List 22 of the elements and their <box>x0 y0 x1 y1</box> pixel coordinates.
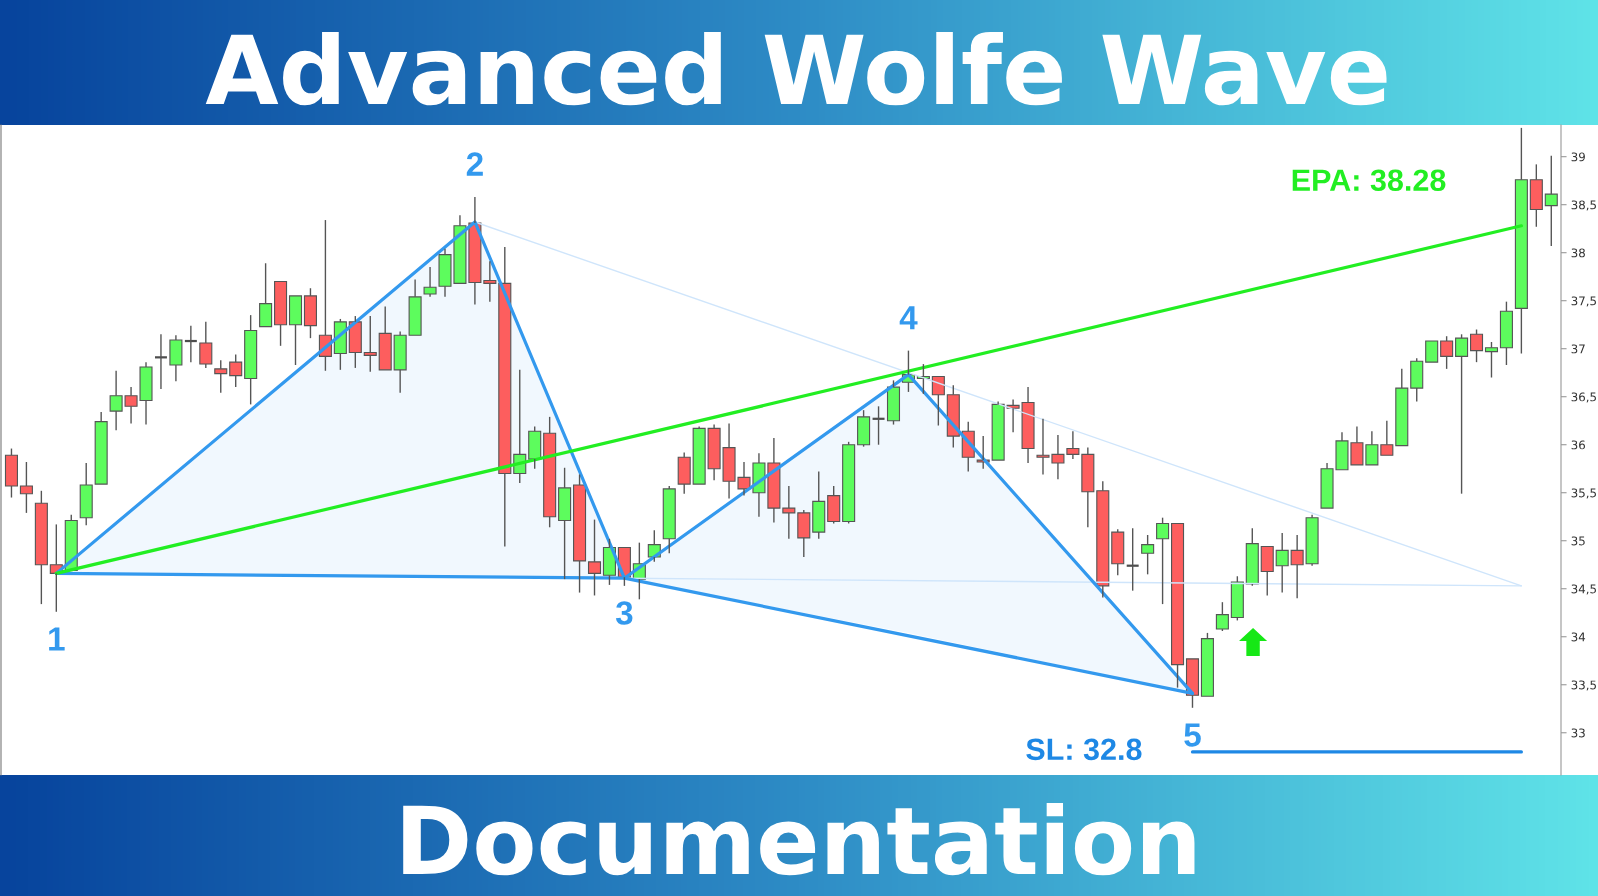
y-tick-label: 34,5 <box>1571 584 1596 595</box>
y-tick-label: 38 <box>1571 248 1585 258</box>
text: Documentation <box>403 802 1195 876</box>
annotation: 2 <box>466 152 483 176</box>
y-tick-label: 38,5 <box>1571 200 1596 211</box>
y-tick-label: 36 <box>1571 440 1585 450</box>
series-label: EPA: 38.28 <box>1292 169 1446 192</box>
y-tick-label: 33,5 <box>1571 680 1596 691</box>
y-tick-label: 37 <box>1571 344 1585 354</box>
annotation: 3 <box>615 601 633 625</box>
y-tick-label: 36,5 <box>1571 392 1596 403</box>
y-tick-label: 37,5 <box>1571 296 1596 307</box>
annotation: 1 <box>49 627 65 651</box>
y-tick-label: 35,5 <box>1571 488 1596 499</box>
chart-title: Advanced Wolfe Wave <box>205 31 1387 106</box>
y-tick-label: 33 <box>1571 728 1585 738</box>
y-tick-label: 35 <box>1571 536 1585 546</box>
annotation: 5 <box>1184 723 1201 747</box>
annotation: 4 <box>899 306 918 330</box>
y-tick-label: 34 <box>1571 632 1586 642</box>
y-tick-label: 39 <box>1571 152 1585 162</box>
series-label: SL: 32.8 <box>1026 738 1142 761</box>
